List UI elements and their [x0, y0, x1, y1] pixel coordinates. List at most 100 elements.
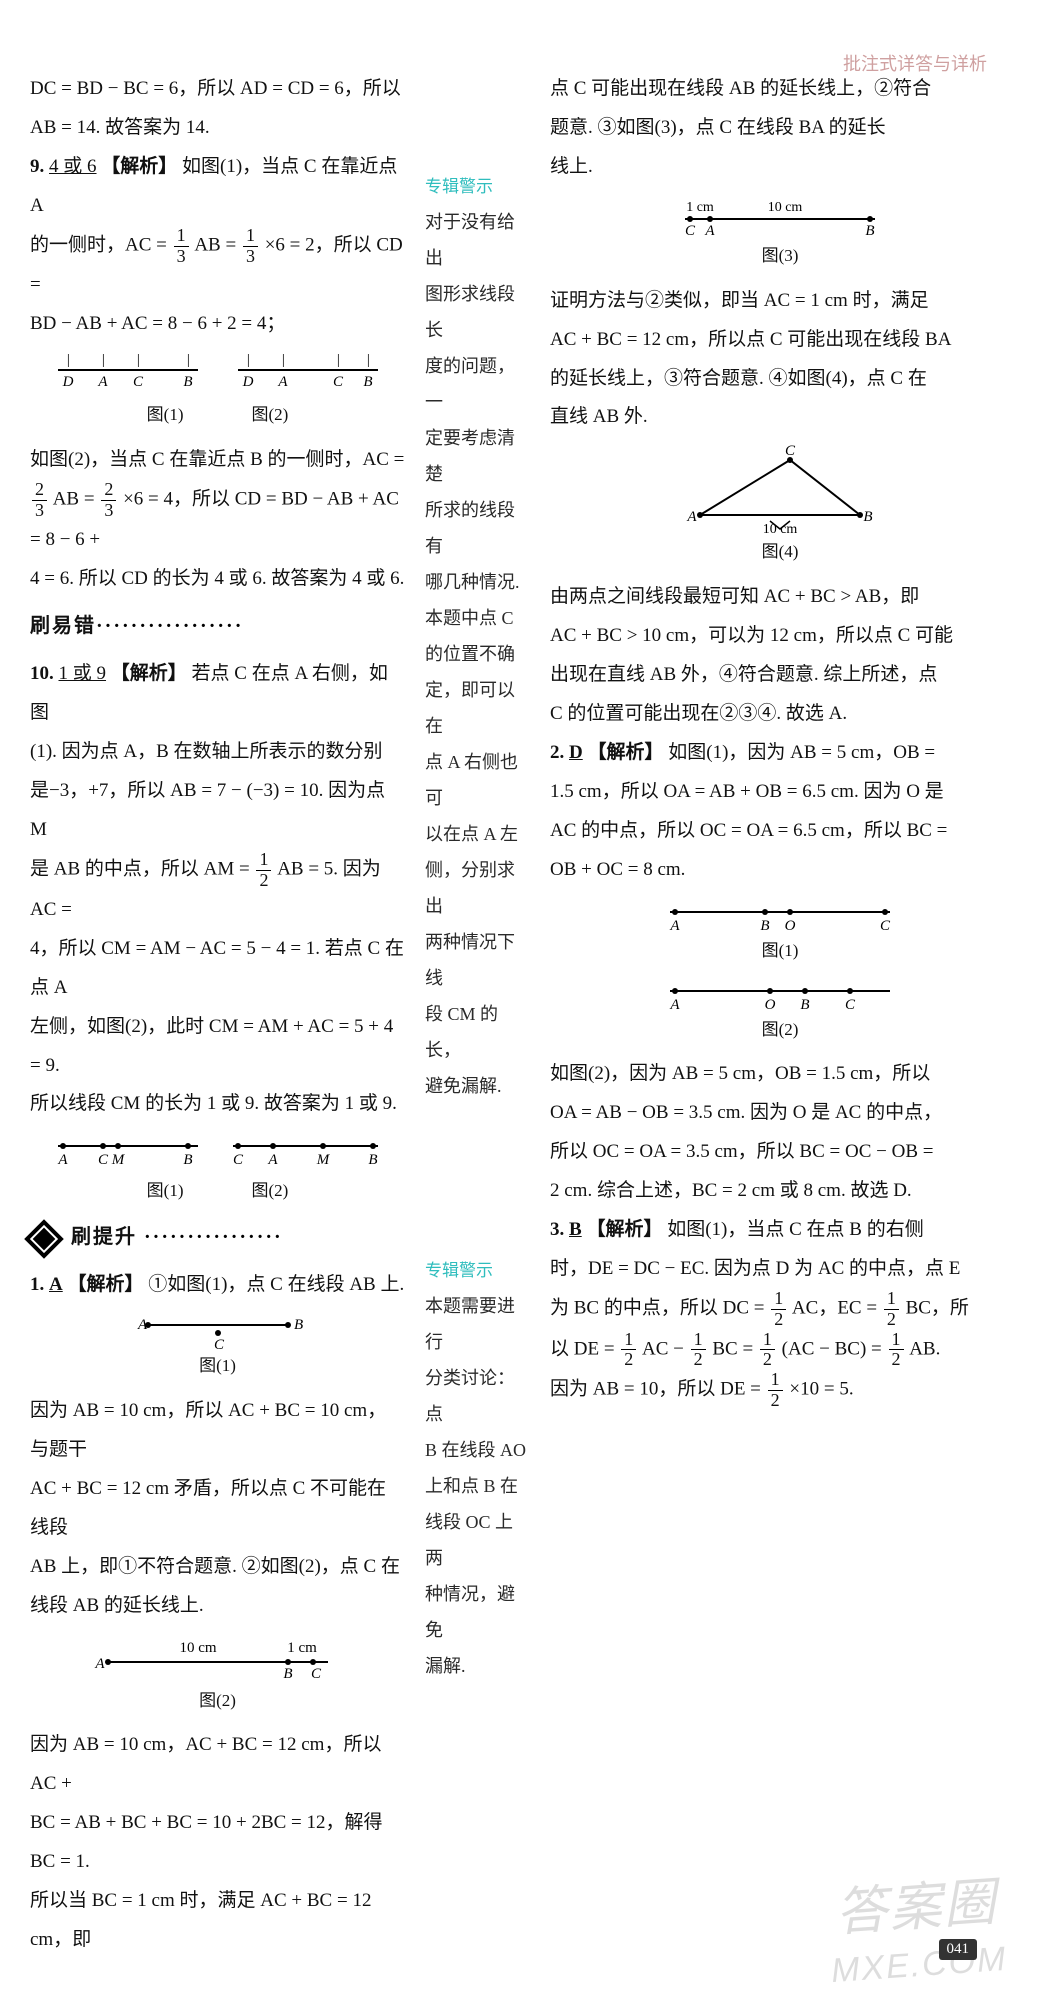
fraction: 12 [691, 1330, 706, 1371]
annot-title: 专辑警示 [425, 1254, 530, 1288]
svg-text:C: C [97, 1152, 108, 1168]
fraction: 23 [32, 480, 47, 521]
svg-text:10 cm: 10 cm [768, 200, 803, 215]
para: 因为 AB = 10，所以 DE = 12 ×10 = 5. [550, 1370, 1010, 1411]
para: 23 AB = 23 ×6 = 4，所以 CD = BD − AB + AC =… [30, 480, 405, 560]
svg-text:B: B [800, 997, 809, 1013]
figure-4: A B C 10 cm 图(4) [550, 445, 1010, 570]
annot-line: 避免漏解. [425, 1068, 530, 1104]
problem-9: 9. 4 或 6 【解析】 如图(1)，当点 C 在靠近点 A [30, 148, 405, 226]
text: 以 DE = [550, 1338, 619, 1359]
para: 是 AB 的中点，所以 AM = 12 AB = 5. 因为 AC = [30, 850, 405, 930]
line-diagram-icon: ACMB CAMB [48, 1132, 388, 1174]
line-diagram-icon: ABOC [650, 898, 910, 934]
svg-text:B: B [283, 1666, 292, 1682]
svg-text:C: C [785, 445, 796, 459]
text: BC = [712, 1338, 758, 1359]
caption: 图(4) [762, 542, 799, 561]
den: 3 [174, 247, 189, 267]
para: AB 上，即①不符合题意. ②如图(2)，点 C 在 [30, 1548, 405, 1587]
para: 线上. [550, 148, 1010, 187]
text: 是 AB 的中点，所以 AM = [30, 859, 254, 880]
svg-text:|: | [185, 352, 189, 368]
text: DC = BD − BC = 6，所以 AD = CD = 6，所以 AB = … [30, 78, 401, 138]
para: 的延长线上，③符合题意. ④如图(4)，点 C 在 [550, 360, 1010, 399]
pnum: 2. [550, 742, 564, 763]
annot-line: 侧，分别求出 [425, 852, 530, 924]
caption: 图(1) [762, 941, 799, 960]
para: 是−3，+7，所以 AB = 7 − (−3) = 10. 因为点 M [30, 772, 405, 850]
para: 因为 AB = 10 cm，所以 AC + BC = 10 cm，与题干 [30, 1392, 405, 1470]
svg-text:B: B [363, 374, 372, 390]
annot-line: 本题需要进行 [425, 1288, 530, 1360]
svg-text:1 cm: 1 cm [287, 1640, 317, 1656]
tag: 【解析】 [101, 156, 177, 177]
svg-text:C: C [214, 1337, 225, 1349]
annot-line: 本题中点 C [425, 600, 530, 636]
line-diagram-icon: ACB [128, 1313, 308, 1349]
text: BC，所 [906, 1298, 969, 1319]
svg-text:|: | [365, 352, 369, 368]
para: 1.5 cm，所以 OA = AB + OB = 6.5 cm. 因为 O 是 [550, 773, 1010, 812]
svg-text:|: | [335, 352, 339, 368]
fraction: 12 [771, 1289, 786, 1330]
answer: 1 或 9 [59, 663, 107, 684]
svg-text:B: B [368, 1152, 377, 1168]
figure-3: 1 cm10 cm CAB 图(3) [550, 195, 1010, 274]
para: 所以 OC = OA = 3.5 cm，所以 BC = OC − OB = [550, 1133, 1010, 1172]
para: 4，所以 CM = AM − AC = 5 − 4 = 1. 若点 C 在点 A [30, 930, 405, 1008]
svg-text:B: B [760, 918, 769, 934]
den: 3 [32, 501, 47, 521]
para: 2 cm. 综合上述，BC = 2 cm 或 8 cm. 故选 D. [550, 1172, 1010, 1211]
figure-9-1-2: |||| D A C B |||| D A C B 图(1) [30, 352, 405, 433]
figure-2-1: ABOC 图(1) [550, 898, 1010, 969]
annot-line: 以在点 A 左 [425, 816, 530, 852]
para: 时，DE = DC − EC. 因为点 D 为 AC 的中点，点 E [550, 1250, 1010, 1289]
svg-text:C: C [132, 374, 143, 390]
svg-text:B: B [863, 509, 872, 525]
annot-line: 线段 OC 上两 [425, 1504, 530, 1576]
svg-text:C: C [685, 223, 696, 239]
svg-text:A: A [137, 1317, 148, 1333]
section-improve: 刷提升 [30, 1217, 405, 1258]
svg-text:A: A [267, 1152, 278, 1168]
text: 如图(1)，当点 C 在点 B 的右侧 [667, 1219, 924, 1240]
dots-icon [144, 1226, 283, 1248]
diamond-icon [24, 1219, 64, 1259]
text: ×10 = 5. [789, 1379, 853, 1400]
para: AC + BC > 10 cm，可以为 12 cm，所以点 C 可能 [550, 617, 1010, 656]
annot-line: 对于没有给出 [425, 204, 530, 276]
fraction: 13 [174, 226, 189, 267]
annot-line: 度的问题，一 [425, 348, 530, 420]
svg-text:|: | [100, 352, 104, 368]
columns: DC = BD − BC = 6，所以 AD = CD = 6，所以 AB = … [30, 70, 1017, 1960]
answer: 4 或 6 [49, 156, 97, 177]
svg-text:A: A [669, 918, 680, 934]
text: AB = [53, 489, 100, 510]
svg-text:D: D [61, 374, 73, 390]
para: 如图(2)，当点 C 在靠近点 B 的一侧时，AC = [30, 441, 405, 480]
para: 的一侧时，AC = 13 AB = 13 ×6 = 2，所以 CD = [30, 226, 405, 306]
section-easy-mistake: 刷易错· [30, 606, 405, 647]
caption: 图(3) [762, 246, 799, 265]
svg-text:B: B [183, 1152, 192, 1168]
figure-1-1: ACB 图(1) [30, 1313, 405, 1384]
tag: 【解析】 [587, 742, 663, 763]
para: 以 DE = 12 AC − 12 BC = 12 (AC − BC) = 12… [550, 1330, 1010, 1371]
num: 2 [32, 480, 47, 501]
svg-text:A: A [686, 509, 697, 525]
svg-text:A: A [704, 223, 715, 239]
para: C 的位置可能出现在②③④. 故选 A. [550, 695, 1010, 734]
para: 所以当 BC = 1 cm 时，满足 AC + BC = 12 cm，即 [30, 1882, 405, 1960]
text: AB. [909, 1338, 940, 1359]
svg-text:10 cm: 10 cm [763, 522, 798, 535]
svg-text:B: B [183, 374, 192, 390]
para: 线段 AB 的延长线上. [30, 1587, 405, 1626]
para: AC + BC = 12 cm 矛盾，所以点 C 不可能在线段 [30, 1470, 405, 1548]
svg-text:C: C [232, 1152, 243, 1168]
svg-text:C: C [845, 997, 856, 1013]
line-diagram-icon: 10 cm 1 cm ABC [88, 1634, 348, 1684]
para: OB + OC = 8 cm. [550, 851, 1010, 890]
para: 左侧，如图(2)，此时 CM = AM + AC = 5 + 4 = 9. [30, 1008, 405, 1086]
fraction: 12 [256, 850, 271, 891]
